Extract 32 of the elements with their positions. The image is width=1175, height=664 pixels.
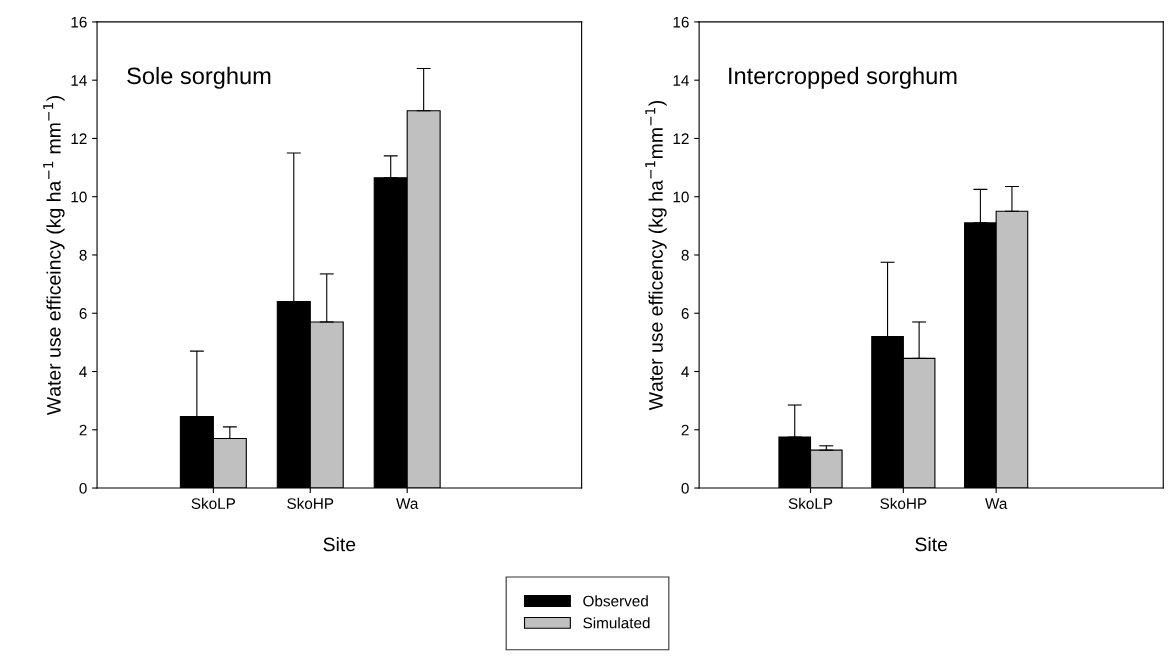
y-tick-label: 0 [79, 482, 87, 494]
y-tick-label: 14 [673, 75, 689, 86]
legend-label: Observed [583, 595, 648, 607]
y-tick-label: 12 [71, 133, 87, 144]
y-tick-label: 4 [681, 366, 689, 378]
y-tick-label: 10 [673, 191, 689, 203]
x-tick-label: SkoLP [788, 497, 833, 509]
y-tick-label: 2 [681, 424, 689, 436]
x-axis-title: Site [915, 537, 948, 552]
y-tick-label: 2 [79, 424, 87, 436]
y-axis-title: Water use efficency (kg ha$^{−1}$mm$^{−1}$) [645, 100, 667, 411]
x-tick-label: SkoLP [191, 497, 236, 509]
y-tick-label: 8 [79, 249, 87, 261]
y-tick-label: 6 [79, 308, 87, 319]
y-tick-label: 4 [79, 366, 87, 378]
x-tick-label: SkoHP [880, 497, 927, 509]
y-tick-label: 14 [71, 75, 87, 86]
y-tick-label: 10 [71, 191, 87, 203]
annotation: Sole sorghum [127, 66, 271, 89]
x-tick-label: Wa [985, 498, 1008, 509]
legend-label: Simulated [583, 617, 650, 629]
y-tick-label: 12 [673, 133, 689, 144]
annotation: Intercropped sorghum [729, 66, 957, 89]
x-tick-label: Wa [396, 498, 419, 509]
y-tick-label: 6 [681, 308, 689, 319]
y-tick-label: 8 [681, 249, 689, 261]
y-axis-title: Water use efficeincy (kg ha$^{−1}$ mm$^{−1}$) [43, 96, 65, 416]
x-axis-title: Site [323, 537, 356, 552]
y-tick-label: 0 [681, 482, 689, 494]
y-tick-label: 16 [71, 16, 87, 28]
y-tick-label: 16 [673, 16, 689, 28]
x-tick-label: SkoHP [287, 497, 334, 509]
